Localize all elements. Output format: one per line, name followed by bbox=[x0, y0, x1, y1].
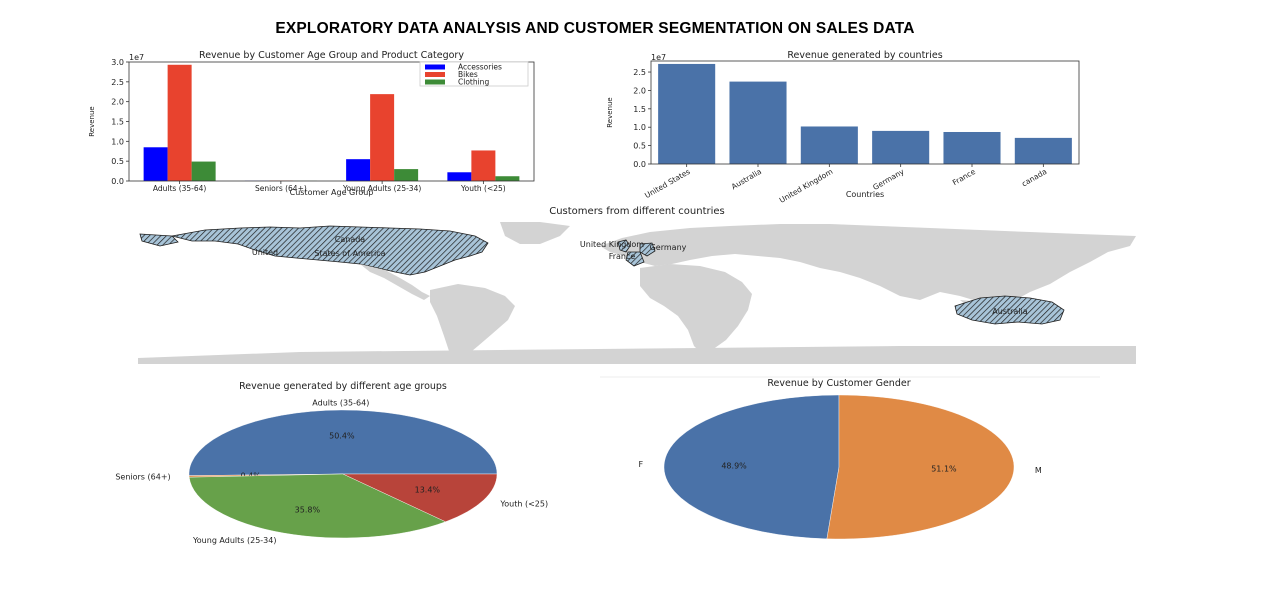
legend-label: Accessories bbox=[458, 63, 502, 72]
bar bbox=[495, 176, 520, 181]
x-tick-label: United Kingdom bbox=[778, 167, 835, 205]
north-america-landmass bbox=[171, 225, 489, 276]
pie-slice bbox=[188, 473, 447, 539]
central-america bbox=[360, 264, 430, 300]
y-axis-label: Revenue bbox=[88, 106, 96, 137]
map-label-france: France bbox=[609, 252, 636, 261]
chart-title: Revenue generated by different age group… bbox=[239, 381, 447, 392]
map-label-canada: Canada bbox=[335, 235, 366, 244]
bar bbox=[1014, 137, 1072, 164]
legend-swatch bbox=[425, 64, 445, 70]
y-tick-label: 1.0 bbox=[633, 123, 646, 132]
bar bbox=[447, 172, 472, 181]
x-tick-label: Australia bbox=[730, 167, 763, 191]
alaska bbox=[139, 233, 179, 247]
bar bbox=[471, 150, 496, 181]
y-tick-label: 0.0 bbox=[633, 160, 646, 169]
eurasia bbox=[600, 224, 1136, 308]
y-tick-label: 0.5 bbox=[111, 157, 124, 166]
axis-offset-label: 1e7 bbox=[651, 53, 666, 62]
pie-label: Youth (<25) bbox=[499, 499, 548, 508]
legend-swatch bbox=[425, 72, 445, 77]
bar bbox=[191, 161, 216, 181]
antarctica bbox=[138, 346, 1136, 364]
chart-title: Revenue by Customer Gender bbox=[767, 378, 910, 389]
map-label-united: United bbox=[252, 248, 278, 257]
pie-label: Adults (35-64) bbox=[312, 398, 369, 407]
x-tick-label: United States bbox=[643, 167, 692, 200]
pie-slice bbox=[826, 394, 1015, 540]
bar bbox=[729, 81, 787, 164]
countries-bar-chart: Revenue generated by countries 1e7 0.0 0.5 1… bbox=[606, 50, 1080, 205]
greenland bbox=[500, 222, 570, 244]
axis-offset-label: 1e7 bbox=[129, 53, 144, 62]
age-group-pie-chart: Revenue generated by different age group… bbox=[115, 381, 548, 545]
bar bbox=[346, 159, 371, 181]
y-tick-label: 1.5 bbox=[111, 118, 124, 127]
bar bbox=[143, 147, 168, 181]
legend-label: Bikes bbox=[458, 70, 478, 79]
pie-label: M bbox=[1035, 466, 1042, 475]
bar bbox=[800, 126, 858, 164]
map-label-uk: United Kingdom bbox=[580, 240, 644, 249]
gender-pie-chart: Revenue by Customer Gender 48.9% F 51.1% M bbox=[639, 378, 1042, 540]
y-tick-label: 3.0 bbox=[111, 58, 124, 67]
australia-shape bbox=[954, 295, 1065, 325]
bar bbox=[943, 131, 1001, 164]
plot-frame bbox=[650, 60, 1080, 165]
age-category-bar-chart: Revenue by Customer Age Group and Produc… bbox=[88, 50, 535, 197]
bar bbox=[370, 94, 395, 181]
map-label-australia: Australia bbox=[992, 307, 1027, 316]
chart-title: Revenue by Customer Age Group and Produc… bbox=[199, 50, 464, 61]
pie-pct-label: 48.9% bbox=[721, 462, 747, 471]
south-america bbox=[430, 284, 515, 362]
y-tick-label: 2.5 bbox=[633, 68, 646, 77]
africa bbox=[640, 264, 752, 354]
y-tick-label: 0.0 bbox=[111, 177, 124, 186]
page-title: EXPLORATORY DATA ANALYSIS AND CUSTOMER S… bbox=[275, 20, 915, 37]
y-tick-label: 1.0 bbox=[111, 137, 124, 146]
map-label-usa: States of America bbox=[314, 249, 385, 258]
x-tick-label: Youth (<25) bbox=[460, 184, 506, 193]
pie-label: F bbox=[639, 460, 644, 469]
x-tick-label: France bbox=[951, 167, 977, 187]
y-tick-label: 2.5 bbox=[111, 78, 124, 87]
x-axis-label: Countries bbox=[846, 190, 884, 199]
pie-pct-label: 13.4% bbox=[415, 486, 441, 495]
legend-label: Clothing bbox=[458, 78, 489, 87]
france-shape bbox=[625, 251, 645, 267]
pie-slice bbox=[188, 409, 498, 476]
bar bbox=[658, 63, 716, 164]
germany-shape bbox=[639, 242, 656, 257]
pie-pct-label: 35.8% bbox=[295, 505, 321, 514]
x-tick-label: canada bbox=[1020, 167, 1048, 189]
chart-title: Revenue generated by countries bbox=[787, 50, 942, 61]
map-title: Customers from different countries bbox=[549, 206, 725, 217]
pie-label: Seniors (64+) bbox=[115, 473, 170, 482]
x-tick-label: Seniors (64+) bbox=[255, 184, 307, 193]
bar bbox=[394, 169, 419, 181]
legend-swatch bbox=[425, 79, 445, 85]
bar bbox=[167, 64, 192, 181]
pie-slice bbox=[342, 473, 498, 522]
pie-slice bbox=[663, 394, 840, 540]
x-tick-label: Adults (35-64) bbox=[153, 184, 207, 193]
y-tick-label: 2.0 bbox=[633, 86, 646, 95]
bar bbox=[872, 130, 930, 164]
map-label-germany: Germany bbox=[650, 243, 687, 252]
united-kingdom-shape bbox=[617, 239, 631, 253]
pie-label: Young Adults (25-34) bbox=[192, 536, 277, 545]
y-tick-label: 0.5 bbox=[633, 142, 646, 151]
pie-pct-label: 51.1% bbox=[931, 464, 957, 473]
y-axis-label: Revenue bbox=[606, 97, 614, 128]
y-tick-label: 2.0 bbox=[111, 98, 124, 107]
x-tick-label: Young Adults (25-34) bbox=[342, 184, 421, 193]
pie-pct-label: 50.4% bbox=[329, 432, 355, 441]
x-tick-label: Germany bbox=[871, 167, 906, 192]
world-map: Customers from different countries Canad… bbox=[138, 206, 1136, 364]
y-tick-label: 1.5 bbox=[633, 105, 646, 114]
x-axis-label: Customer Age Group bbox=[290, 188, 374, 197]
